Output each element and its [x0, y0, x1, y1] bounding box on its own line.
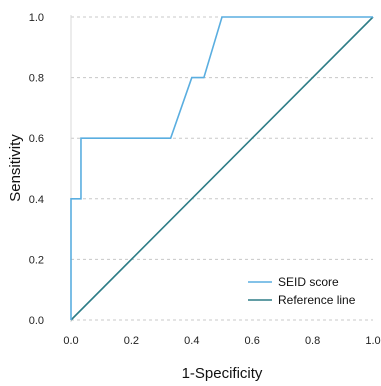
y-tick-label-4: 0.8 [29, 73, 44, 85]
x-tick-label-0: 0.0 [63, 335, 78, 347]
x-tick-label-3: 0.6 [245, 335, 260, 347]
y-axis-title: Sensitivity [7, 134, 24, 202]
y-tick-label-5: 1.0 [29, 12, 44, 24]
x-tick-label-1: 0.2 [124, 335, 139, 347]
series-line-reference-line [70, 16, 374, 321]
y-tick-label-0: 0.0 [29, 315, 44, 327]
x-axis-ticks: 0.0 0.2 0.4 0.6 0.8 1.0 [63, 335, 380, 347]
legend-label-reference-line: Reference line [278, 293, 356, 307]
x-tick-label-5: 1.0 [365, 335, 380, 347]
x-axis-title: 1-Specificity [182, 365, 263, 382]
y-tick-label-3: 0.6 [29, 133, 44, 145]
y-tick-label-1: 0.2 [29, 254, 44, 266]
legend-label-seid-score: SEID score [278, 275, 339, 289]
y-tick-label-2: 0.4 [29, 194, 44, 206]
legend: SEID score Reference line [248, 275, 356, 307]
series-line-seid-score [70, 16, 373, 320]
series-layer [70, 16, 374, 321]
x-tick-label-2: 0.4 [184, 335, 199, 347]
y-axis-ticks: 0.0 0.2 0.4 0.6 0.8 1.0 [29, 12, 44, 327]
x-tick-label-4: 0.8 [305, 335, 320, 347]
